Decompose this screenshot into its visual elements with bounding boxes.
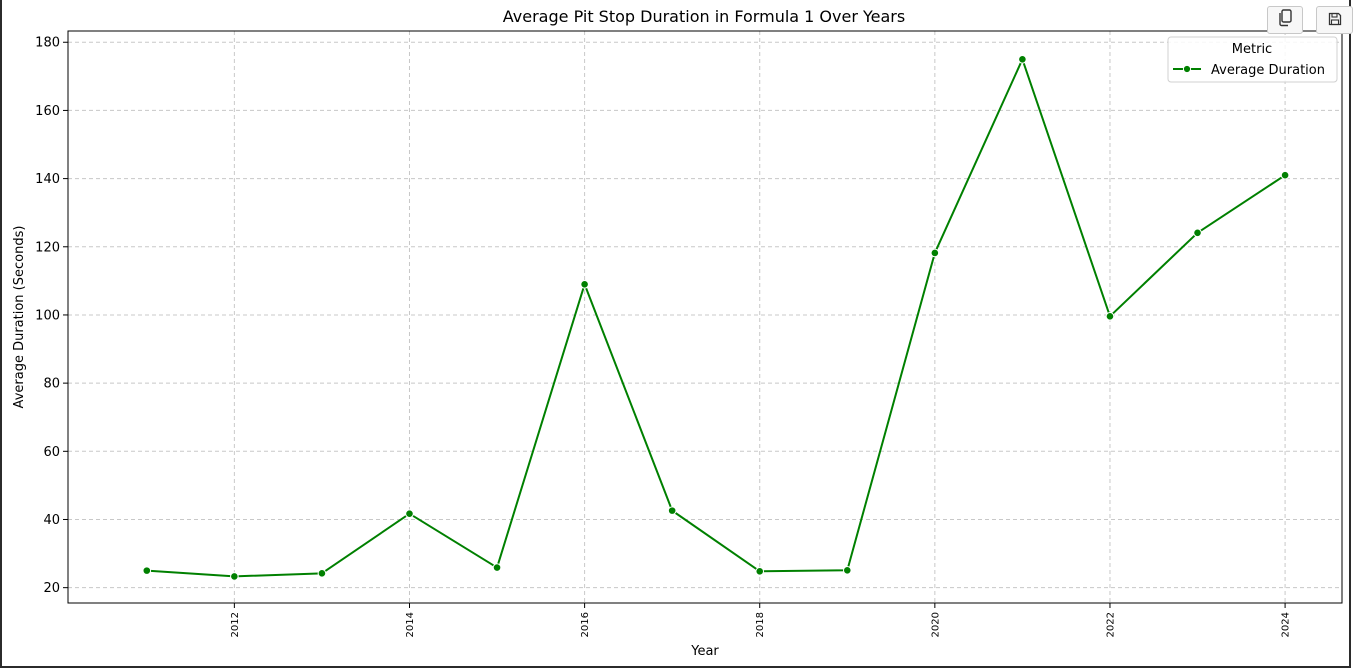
y-tick-label: 80 bbox=[43, 377, 60, 392]
save-icon bbox=[1328, 11, 1342, 30]
legend-title: Metric bbox=[1232, 42, 1272, 57]
y-tick-label: 60 bbox=[43, 445, 60, 460]
x-tick-label: 2024 bbox=[1281, 612, 1292, 637]
plot-area-frame bbox=[67, 30, 1343, 604]
series-line bbox=[146, 58, 1286, 578]
y-tick-label: 100 bbox=[35, 308, 60, 323]
legend-entry-label: Average Duration bbox=[1211, 63, 1325, 78]
copy-icon bbox=[1277, 9, 1293, 31]
axes: 20 40 60 80 100 120 140 160 180 2012 2014 2016 2018 2… bbox=[35, 30, 1343, 637]
data-point bbox=[1018, 54, 1027, 64]
x-tick-label: 2014 bbox=[405, 612, 416, 637]
x-tick-label: 2020 bbox=[930, 612, 941, 637]
save-button[interactable] bbox=[1316, 6, 1353, 34]
data-point bbox=[492, 563, 502, 572]
data-point bbox=[667, 506, 677, 515]
y-tick-label: 140 bbox=[35, 172, 60, 187]
data-point bbox=[142, 566, 152, 575]
data-point bbox=[1105, 312, 1115, 321]
data-point bbox=[930, 248, 940, 258]
series-average-duration bbox=[142, 54, 1290, 581]
x-axis-label: Year bbox=[690, 644, 719, 659]
x-tick-label: 2018 bbox=[755, 612, 766, 637]
data-point bbox=[842, 565, 852, 575]
legend-marker-swatch bbox=[1182, 64, 1192, 74]
y-tick-label: 40 bbox=[43, 513, 60, 528]
y-tick-label: 20 bbox=[43, 581, 60, 596]
copy-button[interactable] bbox=[1267, 6, 1303, 34]
x-tick-label: 2022 bbox=[1105, 612, 1116, 637]
x-tick-label: 2016 bbox=[580, 612, 591, 637]
data-point bbox=[580, 279, 589, 289]
legend-box bbox=[1167, 36, 1338, 83]
x-tick-label: 2012 bbox=[230, 612, 241, 637]
data-point bbox=[755, 566, 765, 576]
data-point bbox=[1193, 228, 1202, 238]
data-point bbox=[317, 569, 327, 578]
data-point bbox=[405, 509, 414, 518]
grid-lines bbox=[68, 31, 1342, 603]
y-axis-label: Average Duration (Seconds) bbox=[12, 226, 27, 409]
legend: Metric Average Duration bbox=[1167, 36, 1338, 83]
data-point bbox=[1280, 170, 1290, 180]
y-tick-label: 120 bbox=[35, 240, 60, 255]
y-tick-label: 180 bbox=[35, 36, 60, 51]
y-tick-label: 160 bbox=[35, 104, 60, 119]
data-point bbox=[230, 572, 239, 581]
chart-title: Average Pit Stop Duration in Formula 1 O… bbox=[503, 7, 905, 26]
